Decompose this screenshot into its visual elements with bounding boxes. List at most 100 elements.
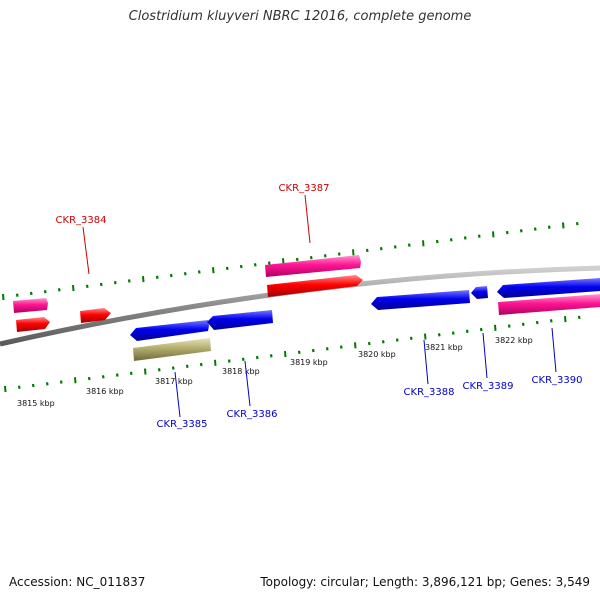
minor-tick: [393, 245, 397, 249]
minor-tick: [115, 373, 119, 377]
minor-tick: [169, 273, 173, 278]
gene-feature[interactable]: [498, 294, 600, 315]
gene-feature-ckr-3385[interactable]: [133, 338, 211, 361]
kbp-label: 3817 kbp: [155, 377, 193, 386]
minor-tick: [309, 255, 313, 260]
minor-tick: [465, 329, 469, 334]
minor-tick: [367, 341, 371, 346]
minor-tick: [31, 383, 35, 388]
major-tick: [72, 284, 75, 292]
minor-tick: [183, 272, 187, 276]
minor-tick: [197, 270, 201, 274]
minor-tick: [199, 362, 203, 367]
major-tick: [284, 350, 287, 358]
major-tick: [494, 324, 497, 331]
minor-tick: [113, 281, 117, 285]
kbp-label: 3815 kbp: [17, 399, 55, 408]
genome-title: Clostridium kluyveri NBRC 12016, complet…: [128, 9, 472, 24]
minor-tick: [29, 291, 33, 296]
minor-tick: [519, 229, 523, 233]
minor-tick: [129, 371, 133, 375]
kbp-label: 3819 kbp: [290, 358, 328, 367]
kbp-label: 3821 kbp: [425, 343, 463, 352]
minor-tick: [157, 368, 161, 372]
minor-tick: [521, 322, 525, 327]
minor-tick: [297, 350, 301, 354]
minor-tick: [407, 243, 411, 247]
minor-tick: [155, 275, 159, 280]
cds-feature-ckr-3387[interactable]: [267, 275, 363, 297]
minor-tick: [479, 327, 483, 332]
major-tick: [214, 359, 217, 366]
minor-tick: [227, 359, 231, 363]
minor-tick: [451, 331, 455, 335]
minor-tick: [255, 355, 259, 360]
minor-tick: [339, 345, 343, 349]
kbp-label: 3816 kbp: [86, 387, 124, 396]
minor-tick: [99, 282, 103, 287]
minor-tick: [575, 221, 579, 226]
minor-tick: [127, 279, 131, 283]
minor-tick: [435, 239, 439, 244]
gene-label-ckr-3388[interactable]: CKR_3388: [404, 387, 455, 398]
gene-feature-ckr-3387[interactable]: [265, 255, 361, 277]
minor-tick: [325, 347, 329, 351]
gene-label-ckr-3390[interactable]: CKR_3390: [532, 375, 583, 386]
minor-tick: [241, 357, 245, 361]
minor-tick: [337, 252, 341, 256]
minor-tick: [171, 366, 175, 370]
cds-feature[interactable]: [80, 308, 111, 323]
minor-tick: [269, 354, 273, 358]
genome-stats-label: Topology: circular; Length: 3,896,121 bp…: [260, 575, 590, 589]
minor-tick: [15, 293, 19, 297]
tick-marks-outer: [2, 221, 579, 301]
gene-label-ckr-3389[interactable]: CKR_3389: [463, 381, 514, 392]
major-tick: [492, 231, 495, 238]
minor-tick: [57, 288, 61, 292]
cds-feature-ckr-3390[interactable]: [497, 278, 600, 298]
minor-tick: [59, 380, 63, 384]
cds-feature-ckr-3386[interactable]: [207, 310, 273, 330]
major-tick: [4, 385, 7, 393]
minor-tick: [45, 382, 49, 386]
minor-tick: [17, 385, 21, 389]
kbp-label: 3822 kbp: [495, 336, 533, 345]
minor-tick: [395, 338, 399, 342]
minor-tick: [43, 289, 47, 294]
minor-tick: [253, 263, 257, 267]
major-tick: [422, 240, 425, 247]
major-tick: [354, 342, 357, 349]
major-tick: [352, 249, 355, 256]
major-tick: [2, 293, 5, 301]
gene-label-ckr-3386[interactable]: CKR_3386: [227, 409, 278, 420]
gene-label-ckr-3384[interactable]: CKR_3384: [56, 215, 107, 226]
cds-feature[interactable]: [16, 317, 50, 332]
minor-tick: [505, 230, 509, 235]
minor-tick: [379, 247, 383, 251]
major-tick: [212, 267, 215, 274]
major-tick: [564, 316, 567, 323]
minor-tick: [239, 264, 243, 269]
reverse-features: [130, 278, 600, 361]
kbp-label: 3820 kbp: [358, 350, 396, 359]
gene-label-ckr-3385[interactable]: CKR_3385: [157, 419, 208, 430]
gene-feature[interactable]: [13, 298, 48, 313]
minor-tick: [225, 266, 229, 271]
cds-feature-ckr-3389[interactable]: [471, 286, 488, 299]
minor-tick: [437, 333, 441, 337]
minor-tick: [507, 324, 511, 328]
major-tick: [74, 377, 77, 384]
minor-tick: [185, 364, 189, 368]
cds-feature-ckr-3388[interactable]: [371, 290, 470, 310]
minor-tick: [549, 319, 553, 323]
cds-feature-ckr-3385[interactable]: [130, 320, 209, 341]
gene-label-ckr-3387[interactable]: CKR_3387: [279, 183, 330, 194]
minor-tick: [381, 340, 385, 344]
kbp-labels: 3815 kbp 3816 kbp 3817 kbp 3818 kbp 3819 kbp…: [17, 336, 533, 408]
minor-tick: [101, 375, 105, 379]
major-tick: [142, 276, 145, 283]
major-tick: [144, 368, 147, 375]
major-tick: [424, 333, 427, 340]
minor-tick: [535, 320, 539, 325]
